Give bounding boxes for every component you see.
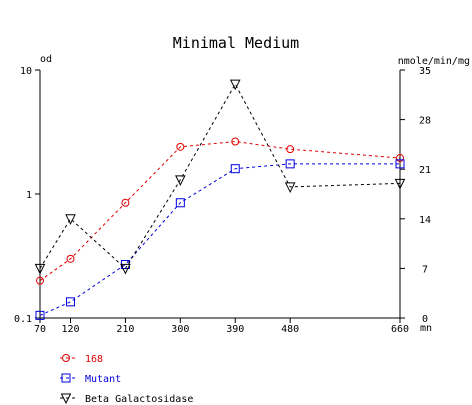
x-tick-label: 390 — [226, 324, 244, 335]
y-right-tick-label: 14 — [419, 215, 431, 226]
data-point-circle — [231, 137, 240, 146]
chart-title: Minimal Medium — [173, 34, 299, 52]
series-beta-galactosidase — [34, 79, 406, 275]
legend-item: 168 — [60, 354, 103, 365]
series-mutant — [35, 159, 405, 320]
y-left-ticks: 0.1 1 10 — [14, 66, 40, 325]
y-left-tick-label: 1 — [26, 190, 32, 201]
data-point-square — [35, 310, 45, 320]
data-point-triangle — [120, 263, 131, 275]
y-left-axis-label: od — [40, 54, 52, 65]
series-line — [39, 163, 400, 316]
data-point-circle — [62, 354, 70, 362]
data-point-triangle — [34, 263, 46, 275]
data-point-circle — [176, 142, 185, 151]
data-point-triangle — [65, 214, 76, 225]
x-axis-label: mn — [420, 323, 432, 334]
x-ticks: 70 120 210 300 390 480 660 — [34, 318, 409, 335]
series-layer — [34, 79, 406, 320]
x-tick-label: 210 — [116, 324, 134, 335]
legend: 168 Mutant Beta Galactosidase — [60, 354, 193, 405]
data-point-square — [230, 164, 240, 174]
x-tick-label: 300 — [171, 324, 189, 335]
data-point-circle — [121, 198, 130, 207]
series-line — [39, 83, 401, 270]
series-line — [39, 141, 401, 282]
legend-label: Mutant — [85, 374, 121, 385]
data-point-triangle — [175, 175, 186, 186]
data-point-circle — [66, 254, 75, 263]
data-point-square — [285, 159, 295, 169]
data-point-triangle — [284, 182, 296, 194]
data-point-triangle — [394, 178, 406, 190]
data-point-triangle — [229, 79, 241, 91]
y-right-tick-label: 0 — [422, 314, 428, 325]
x-tick-label: 70 — [34, 324, 46, 335]
data-point-circle — [36, 276, 44, 285]
data-point-square — [395, 159, 405, 169]
y-right-axis-label: nmole/min/mg — [398, 56, 470, 67]
y-right-ticks: 0 7 14 21 28 35 — [400, 66, 431, 325]
series-168 — [36, 137, 404, 285]
data-point-square — [61, 373, 71, 383]
data-point-square — [175, 198, 185, 208]
legend-item: Beta Galactosidase — [60, 393, 193, 405]
x-tick-label: 480 — [281, 324, 299, 335]
legend-label: 168 — [85, 354, 103, 365]
legend-label: Beta Galactosidase — [85, 394, 193, 405]
y-right-tick-label: 35 — [419, 66, 431, 77]
data-point-triangle — [60, 393, 72, 405]
y-left-tick-label: 10 — [20, 66, 32, 77]
data-point-circle — [396, 154, 404, 163]
y-left-tick-label: 0.1 — [14, 314, 32, 325]
y-right-tick-label: 7 — [422, 264, 428, 275]
x-tick-label: 120 — [61, 324, 79, 335]
data-point-circle — [286, 145, 295, 154]
y-right-tick-label: 21 — [419, 165, 431, 176]
axes — [39, 70, 401, 319]
legend-item: Mutant — [60, 373, 121, 385]
y-right-tick-label: 28 — [419, 116, 431, 127]
data-point-square — [66, 297, 76, 307]
x-tick-label: 660 — [391, 324, 409, 335]
